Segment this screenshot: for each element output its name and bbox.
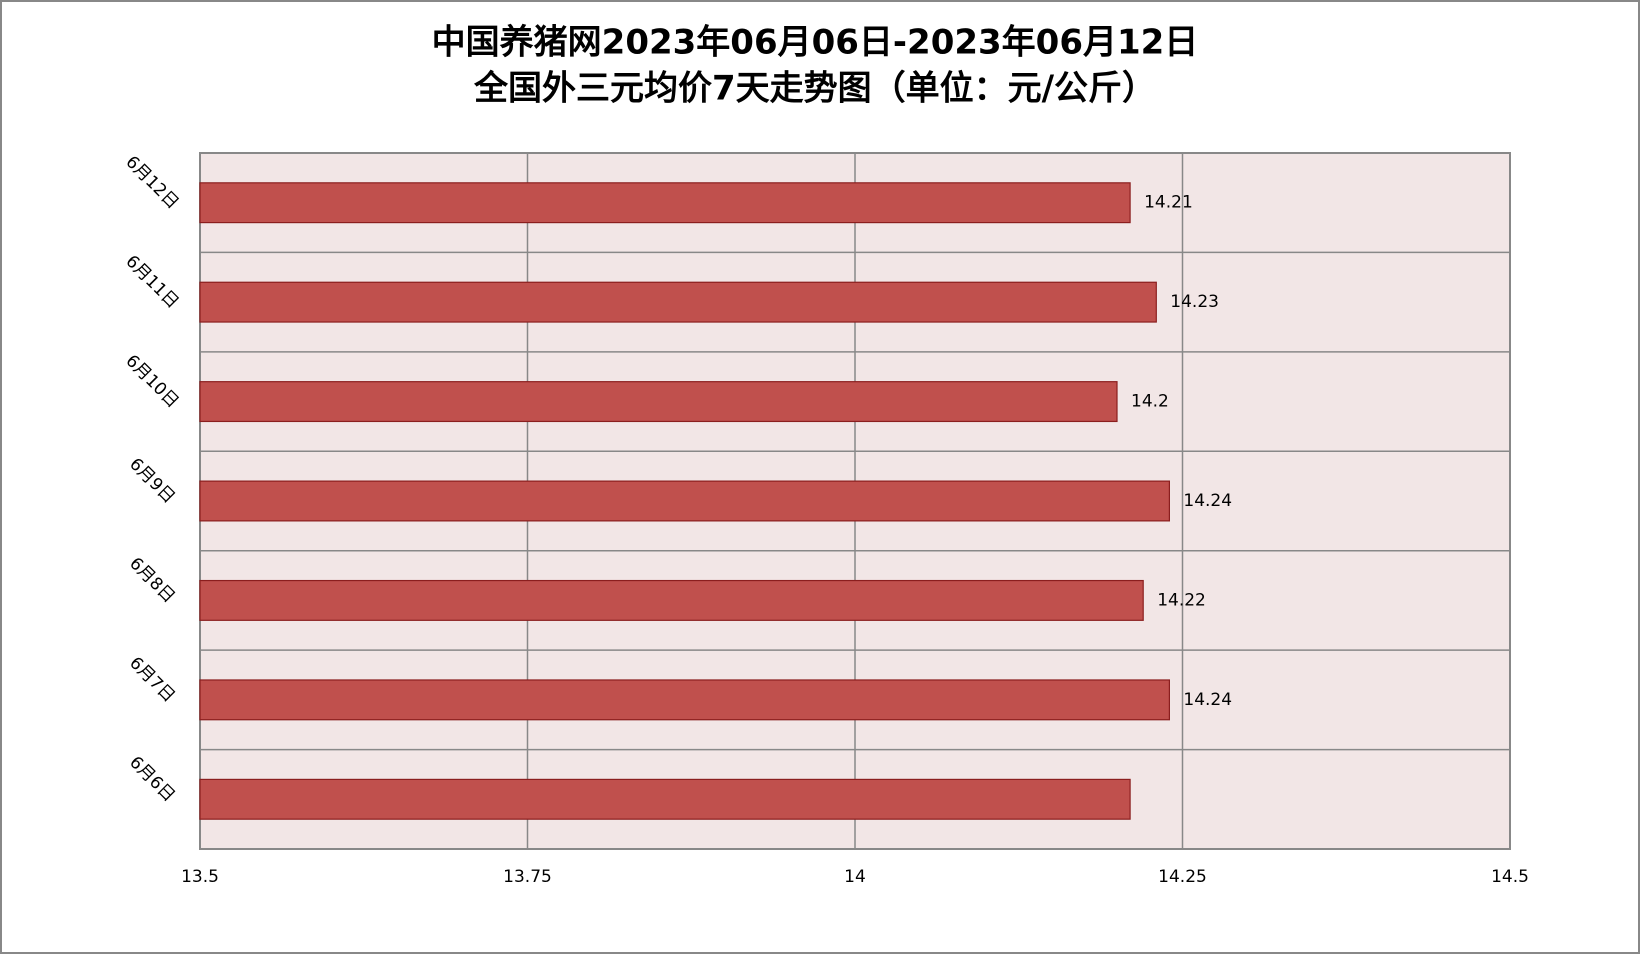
data-label: 14.21: [1144, 193, 1193, 213]
x-tick-label: 13.75: [503, 867, 552, 887]
data-label: 14.24: [1183, 690, 1232, 710]
bar: [199, 182, 1131, 224]
data-label: 14.24: [1183, 491, 1232, 511]
x-tick-label: 13.5: [181, 867, 219, 887]
x-tick-label: 14: [844, 867, 866, 887]
chart-subtitle: 全国外三元均价7天走势图（单位：元/公斤）: [473, 69, 1156, 109]
bar: [199, 480, 1171, 522]
data-label: 14.22: [1157, 590, 1206, 610]
bar: [199, 281, 1157, 323]
chart-title: 中国养猪网2023年06月06日-2023年06月12日: [432, 23, 1199, 63]
bar: [199, 381, 1118, 423]
x-tick-label: 14.5: [1491, 867, 1529, 887]
data-label: 14.23: [1170, 292, 1219, 312]
bar: [199, 679, 1171, 721]
bar: [199, 778, 1131, 820]
x-tick-label: 14.25: [1158, 867, 1207, 887]
data-label: 14.2: [1131, 392, 1169, 412]
bar: [199, 579, 1144, 621]
